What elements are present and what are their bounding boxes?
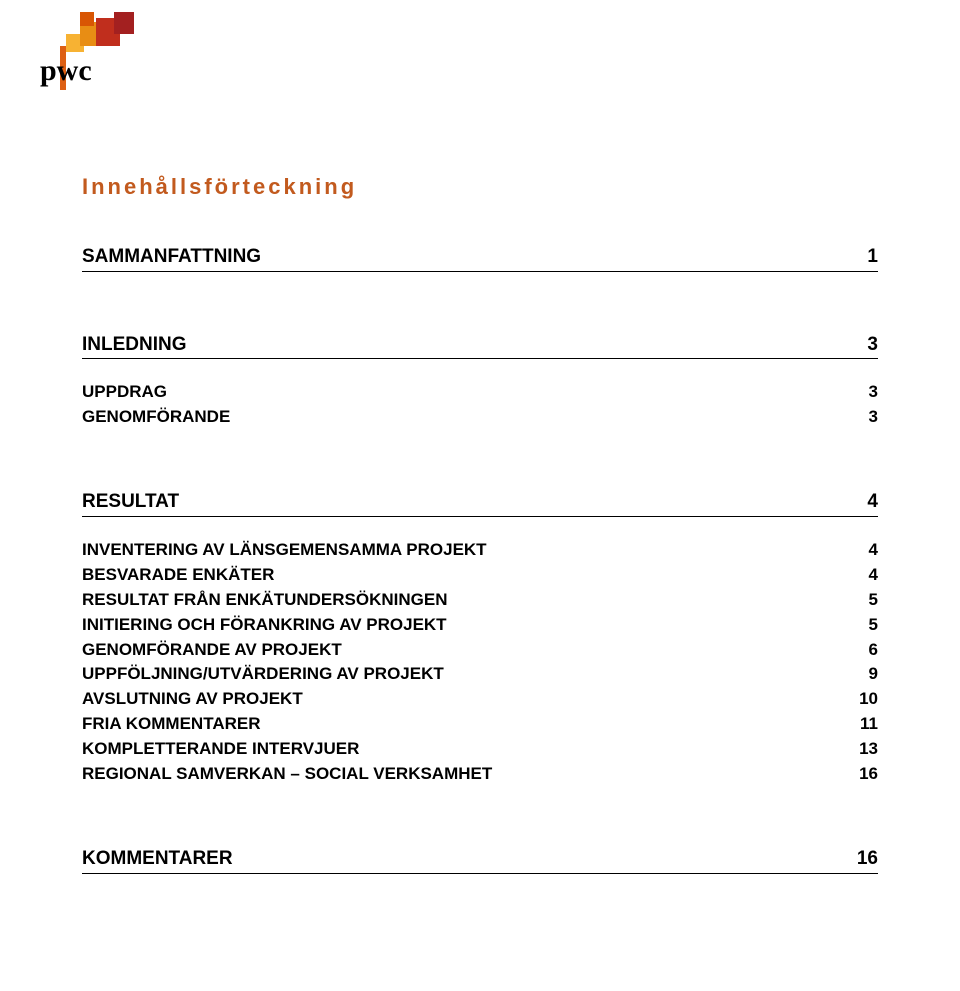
toc-label: KOMMENTARER: [82, 846, 233, 872]
toc-page: 4: [869, 564, 878, 587]
toc-page: 9: [869, 663, 878, 686]
toc-page: 13: [859, 738, 878, 761]
toc-label: GENOMFÖRANDE: [82, 406, 230, 429]
toc-label: REGIONAL SAMVERKAN – SOCIAL VERKSAMHET: [82, 763, 492, 786]
toc-page: 16: [859, 763, 878, 786]
page-title: Innehållsförteckning: [82, 174, 878, 200]
toc-page: 3: [869, 406, 878, 429]
pwc-wordmark: pwc: [40, 54, 92, 87]
toc-page: 11: [860, 713, 878, 736]
toc-label: INVENTERING AV LÄNSGEMENSAMMA PROJEKT: [82, 539, 487, 562]
toc-page: 5: [869, 614, 878, 637]
toc-page: 5: [869, 589, 878, 612]
toc-item: INITIERING OCH FÖRANKRING AV PROJEKT 5: [82, 614, 878, 637]
toc-label: AVSLUTNING AV PROJEKT: [82, 688, 303, 711]
toc-item: AVSLUTNING AV PROJEKT 10: [82, 688, 878, 711]
toc-page: 3: [869, 381, 878, 404]
toc-label: UPPFÖLJNING/UTVÄRDERING AV PROJEKT: [82, 663, 444, 686]
document-page: pwc Innehållsförteckning SAMMANFATTNING …: [0, 0, 960, 991]
toc-item-uppdrag: UPPDRAG 3: [82, 381, 878, 404]
toc-page: 4: [869, 539, 878, 562]
toc-label: RESULTAT: [82, 489, 179, 515]
toc-label: INLEDNING: [82, 332, 187, 358]
toc-section-sammanfattning: SAMMANFATTNING 1: [82, 244, 878, 272]
toc-section-resultat: RESULTAT 4: [82, 489, 878, 517]
toc-item: RESULTAT FRÅN ENKÄTUNDERSÖKNINGEN 5: [82, 589, 878, 612]
toc-page: 1: [867, 244, 878, 270]
toc-item: REGIONAL SAMVERKAN – SOCIAL VERKSAMHET 1…: [82, 763, 878, 786]
toc-page: 10: [859, 688, 878, 711]
toc-label: INITIERING OCH FÖRANKRING AV PROJEKT: [82, 614, 447, 637]
toc-item: KOMPLETTERANDE INTERVJUER 13: [82, 738, 878, 761]
toc-page: 16: [857, 846, 878, 872]
toc-label: FRIA KOMMENTARER: [82, 713, 260, 736]
toc-label: UPPDRAG: [82, 381, 167, 404]
toc-section-inledning: INLEDNING 3: [82, 332, 878, 360]
toc-label: GENOMFÖRANDE AV PROJEKT: [82, 639, 342, 662]
toc-label: BESVARADE ENKÄTER: [82, 564, 274, 587]
toc-label: KOMPLETTERANDE INTERVJUER: [82, 738, 359, 761]
toc: SAMMANFATTNING 1 INLEDNING 3 UPPDRAG 3 G…: [82, 244, 878, 874]
toc-page: 3: [867, 332, 878, 358]
toc-item: FRIA KOMMENTARER 11: [82, 713, 878, 736]
pwc-logo: pwc: [40, 12, 150, 107]
toc-item: GENOMFÖRANDE AV PROJEKT 6: [82, 639, 878, 662]
pwc-logo-svg: pwc: [40, 12, 150, 102]
toc-item: UPPFÖLJNING/UTVÄRDERING AV PROJEKT 9: [82, 663, 878, 686]
toc-item: BESVARADE ENKÄTER 4: [82, 564, 878, 587]
toc-item-genomforande: GENOMFÖRANDE 3: [82, 406, 878, 429]
toc-label: RESULTAT FRÅN ENKÄTUNDERSÖKNINGEN: [82, 589, 448, 612]
toc-page: 6: [869, 639, 878, 662]
toc-item: INVENTERING AV LÄNSGEMENSAMMA PROJEKT 4: [82, 539, 878, 562]
toc-section-kommentarer: KOMMENTARER 16: [82, 846, 878, 874]
toc-label: SAMMANFATTNING: [82, 244, 261, 270]
toc-page: 4: [867, 489, 878, 515]
